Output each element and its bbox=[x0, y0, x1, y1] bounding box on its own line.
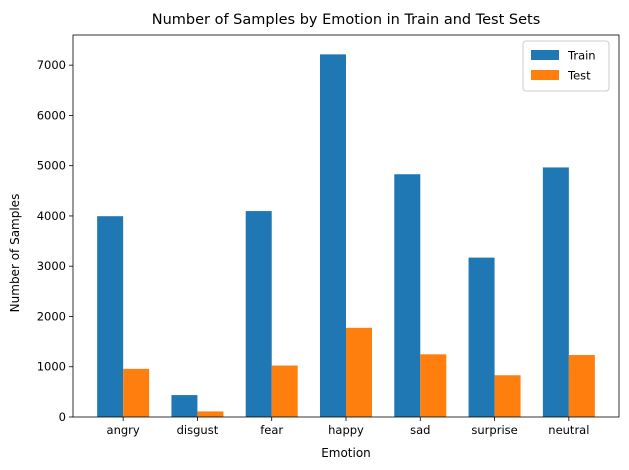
legend-label-train: Train bbox=[567, 49, 596, 63]
bar-test-surprise bbox=[494, 375, 521, 417]
bar-test-disgust bbox=[197, 411, 224, 417]
x-tick-label-happy: happy bbox=[328, 423, 364, 437]
x-axis-label: Emotion bbox=[321, 446, 371, 460]
x-tick-label-fear: fear bbox=[260, 423, 283, 437]
y-tick-label: 5000 bbox=[37, 159, 66, 173]
bar-test-sad bbox=[420, 354, 447, 417]
bar-train-surprise bbox=[468, 257, 495, 417]
legend-label-test: Test bbox=[567, 69, 591, 83]
x-tick-label-surprise: surprise bbox=[471, 423, 517, 437]
legend-box bbox=[522, 40, 610, 92]
plot-area: 0 1000 2000 3000 4000 5000 6000 7000 angry disgus… bbox=[37, 34, 620, 437]
legend-swatch-test bbox=[531, 70, 559, 80]
y-axis-label: Number of Samples bbox=[8, 194, 22, 313]
y-tick-label: 7000 bbox=[37, 58, 66, 72]
bar-train-happy bbox=[320, 54, 346, 417]
x-tick-label-disgust: disgust bbox=[177, 423, 219, 437]
x-tick-label-neutral: neutral bbox=[548, 423, 589, 437]
y-tick-label: 1000 bbox=[37, 360, 66, 374]
bar-train-fear bbox=[245, 211, 272, 417]
bar-train-angry bbox=[97, 216, 124, 417]
bar-test-angry bbox=[123, 368, 150, 417]
y-tick-label: 4000 bbox=[37, 209, 66, 223]
bar-train-sad bbox=[394, 174, 421, 417]
y-tick-label: 2000 bbox=[37, 309, 66, 323]
bar-test-fear bbox=[271, 365, 298, 417]
bar-train-disgust bbox=[171, 395, 198, 417]
y-tick-label: 3000 bbox=[37, 259, 66, 273]
legend: Train Test bbox=[522, 40, 610, 92]
chart-title: Number of Samples by Emotion in Train an… bbox=[152, 12, 541, 28]
legend-swatch-train bbox=[531, 50, 559, 60]
y-tick-label: 0 bbox=[59, 410, 66, 424]
x-tick-label-angry: angry bbox=[107, 423, 140, 437]
y-tick-label: 6000 bbox=[37, 108, 66, 122]
bar-test-neutral bbox=[568, 355, 595, 417]
bar-test-happy bbox=[346, 327, 372, 417]
bar-train-neutral bbox=[542, 167, 569, 417]
x-tick-label-sad: sad bbox=[410, 423, 430, 437]
